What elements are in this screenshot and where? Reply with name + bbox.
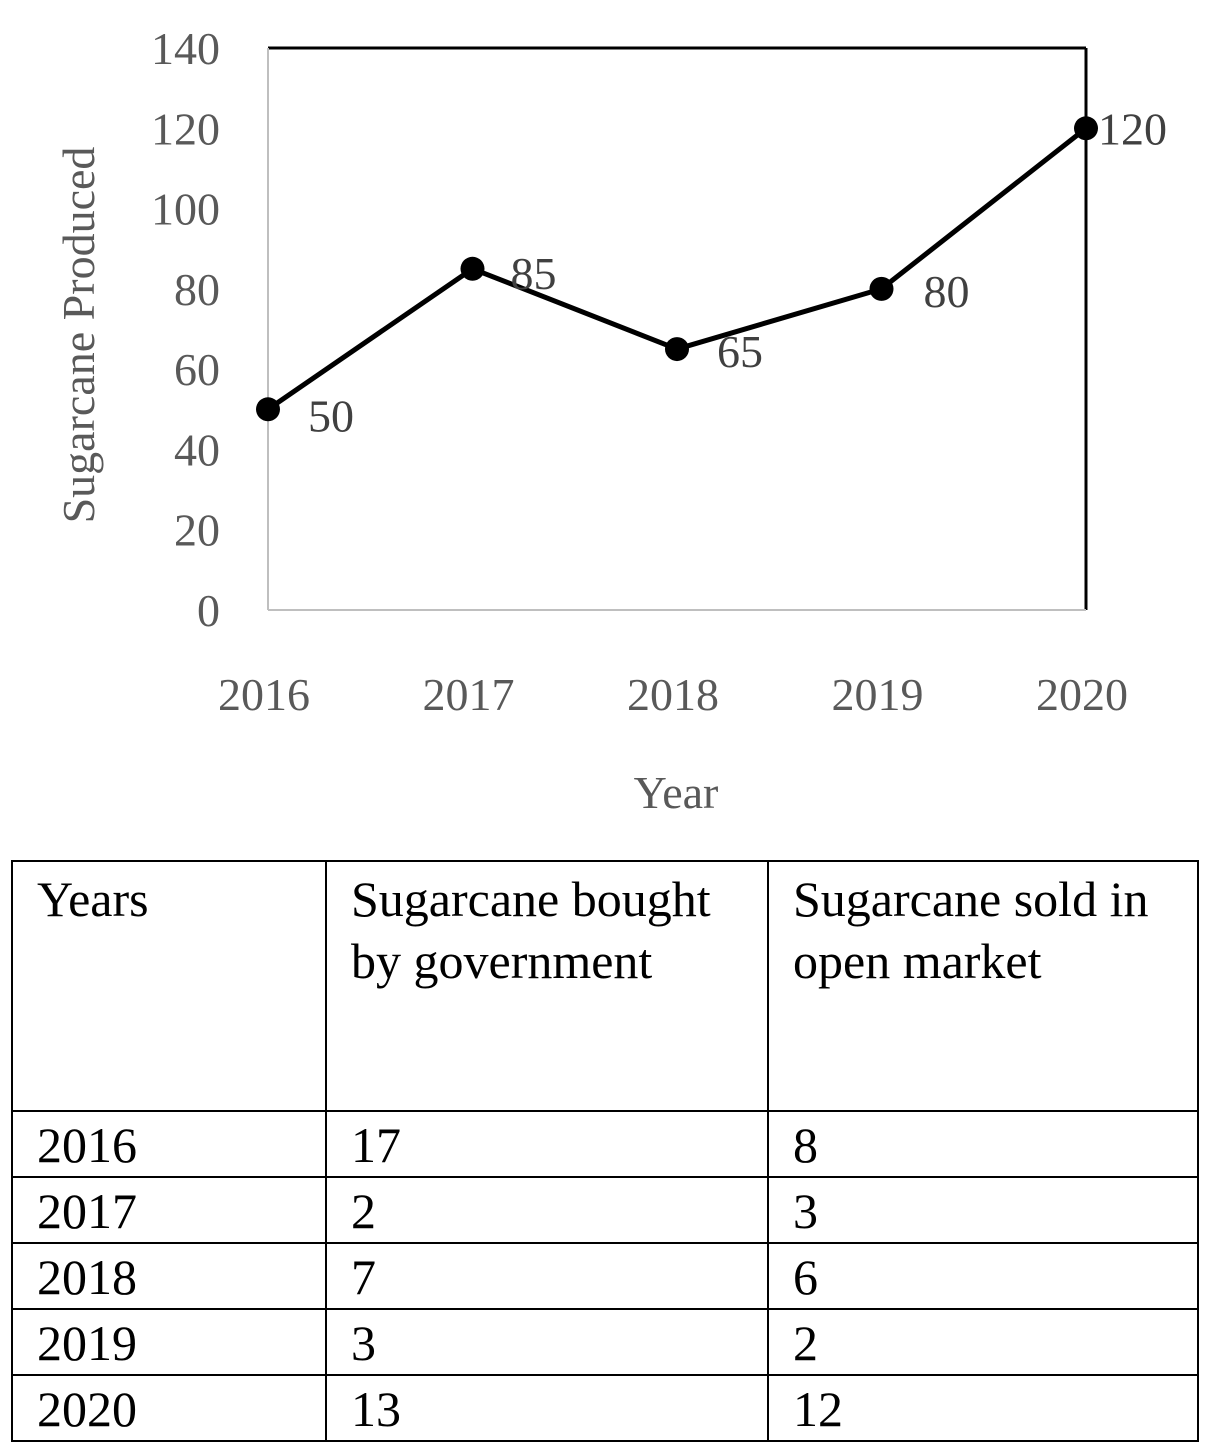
table-cell-bought: 17 [325,1110,769,1178]
table-row: 2020 13 12 [11,1374,1199,1442]
table-row: 2016 17 8 [11,1110,1199,1178]
table-cell-year: 2020 [11,1374,327,1442]
data-label: 65 [717,326,763,377]
table-cell-bought: 13 [325,1374,769,1442]
table-row: 2017 2 3 [11,1176,1199,1244]
table-row: 2018 7 6 [11,1242,1199,1310]
y-tick-label: 0 [197,585,220,636]
x-axis-ticks: 2016 2017 2018 2019 2020 [218,669,1128,720]
y-tick-label: 120 [151,103,220,154]
x-axis-label: Year [634,767,719,818]
data-point [256,397,280,422]
table-header-row: Years Sugarcane bought by government Sug… [11,860,1199,1112]
data-label: 50 [308,390,354,441]
data-point [665,337,689,362]
x-tick-label: 2018 [627,669,719,720]
y-tick-label: 20 [174,505,220,556]
table-cell-year: 2019 [11,1308,327,1376]
table-cell-bought: 2 [325,1176,769,1244]
table-cell-year: 2018 [11,1242,327,1310]
y-tick-label: 40 [174,424,220,475]
y-tick-label: 80 [174,264,220,315]
data-point [460,256,485,281]
header-years: Years [11,860,327,1112]
x-tick-label: 2020 [1036,669,1128,720]
table-row: 2019 3 2 [11,1308,1199,1376]
table-cell-year: 2017 [11,1176,327,1244]
table-cell-year: 2016 [11,1110,327,1178]
y-tick-label: 100 [151,184,220,235]
table-cell-sold: 3 [767,1176,1199,1244]
data-label: 85 [511,248,557,299]
table-cell-sold: 6 [767,1242,1199,1310]
x-tick-label: 2016 [218,669,310,720]
y-axis-ticks: 0 20 40 60 80 100 120 140 [151,23,220,636]
plot-frame [267,46,1088,611]
data-points [256,116,1098,422]
x-tick-label: 2019 [832,669,924,720]
table-cell-sold: 12 [767,1374,1199,1442]
header-bought-by-government: Sugarcane bought by government [325,860,769,1112]
data-labels: 50 85 65 80 120 [308,103,1167,441]
table-cell-sold: 2 [767,1308,1199,1376]
header-sold-open-market: Sugarcane sold in open market [767,860,1199,1112]
y-axis-label: Sugarcane Produced [53,147,104,524]
table-cell-sold: 8 [767,1110,1199,1178]
y-tick-label: 140 [151,23,220,74]
data-label: 120 [1098,103,1167,154]
table-cell-bought: 7 [325,1242,769,1310]
data-point [1074,116,1098,141]
y-tick-label: 60 [174,344,220,395]
line-chart: 0 20 40 60 80 100 120 140 2016 2017 2018 2019 2020 … [53,23,1167,818]
x-tick-label: 2017 [423,669,515,720]
data-point [869,276,894,301]
table-cell-bought: 3 [325,1308,769,1376]
data-label: 80 [924,266,970,317]
sugarcane-table: Years Sugarcane bought by government Sug… [11,860,1199,1442]
